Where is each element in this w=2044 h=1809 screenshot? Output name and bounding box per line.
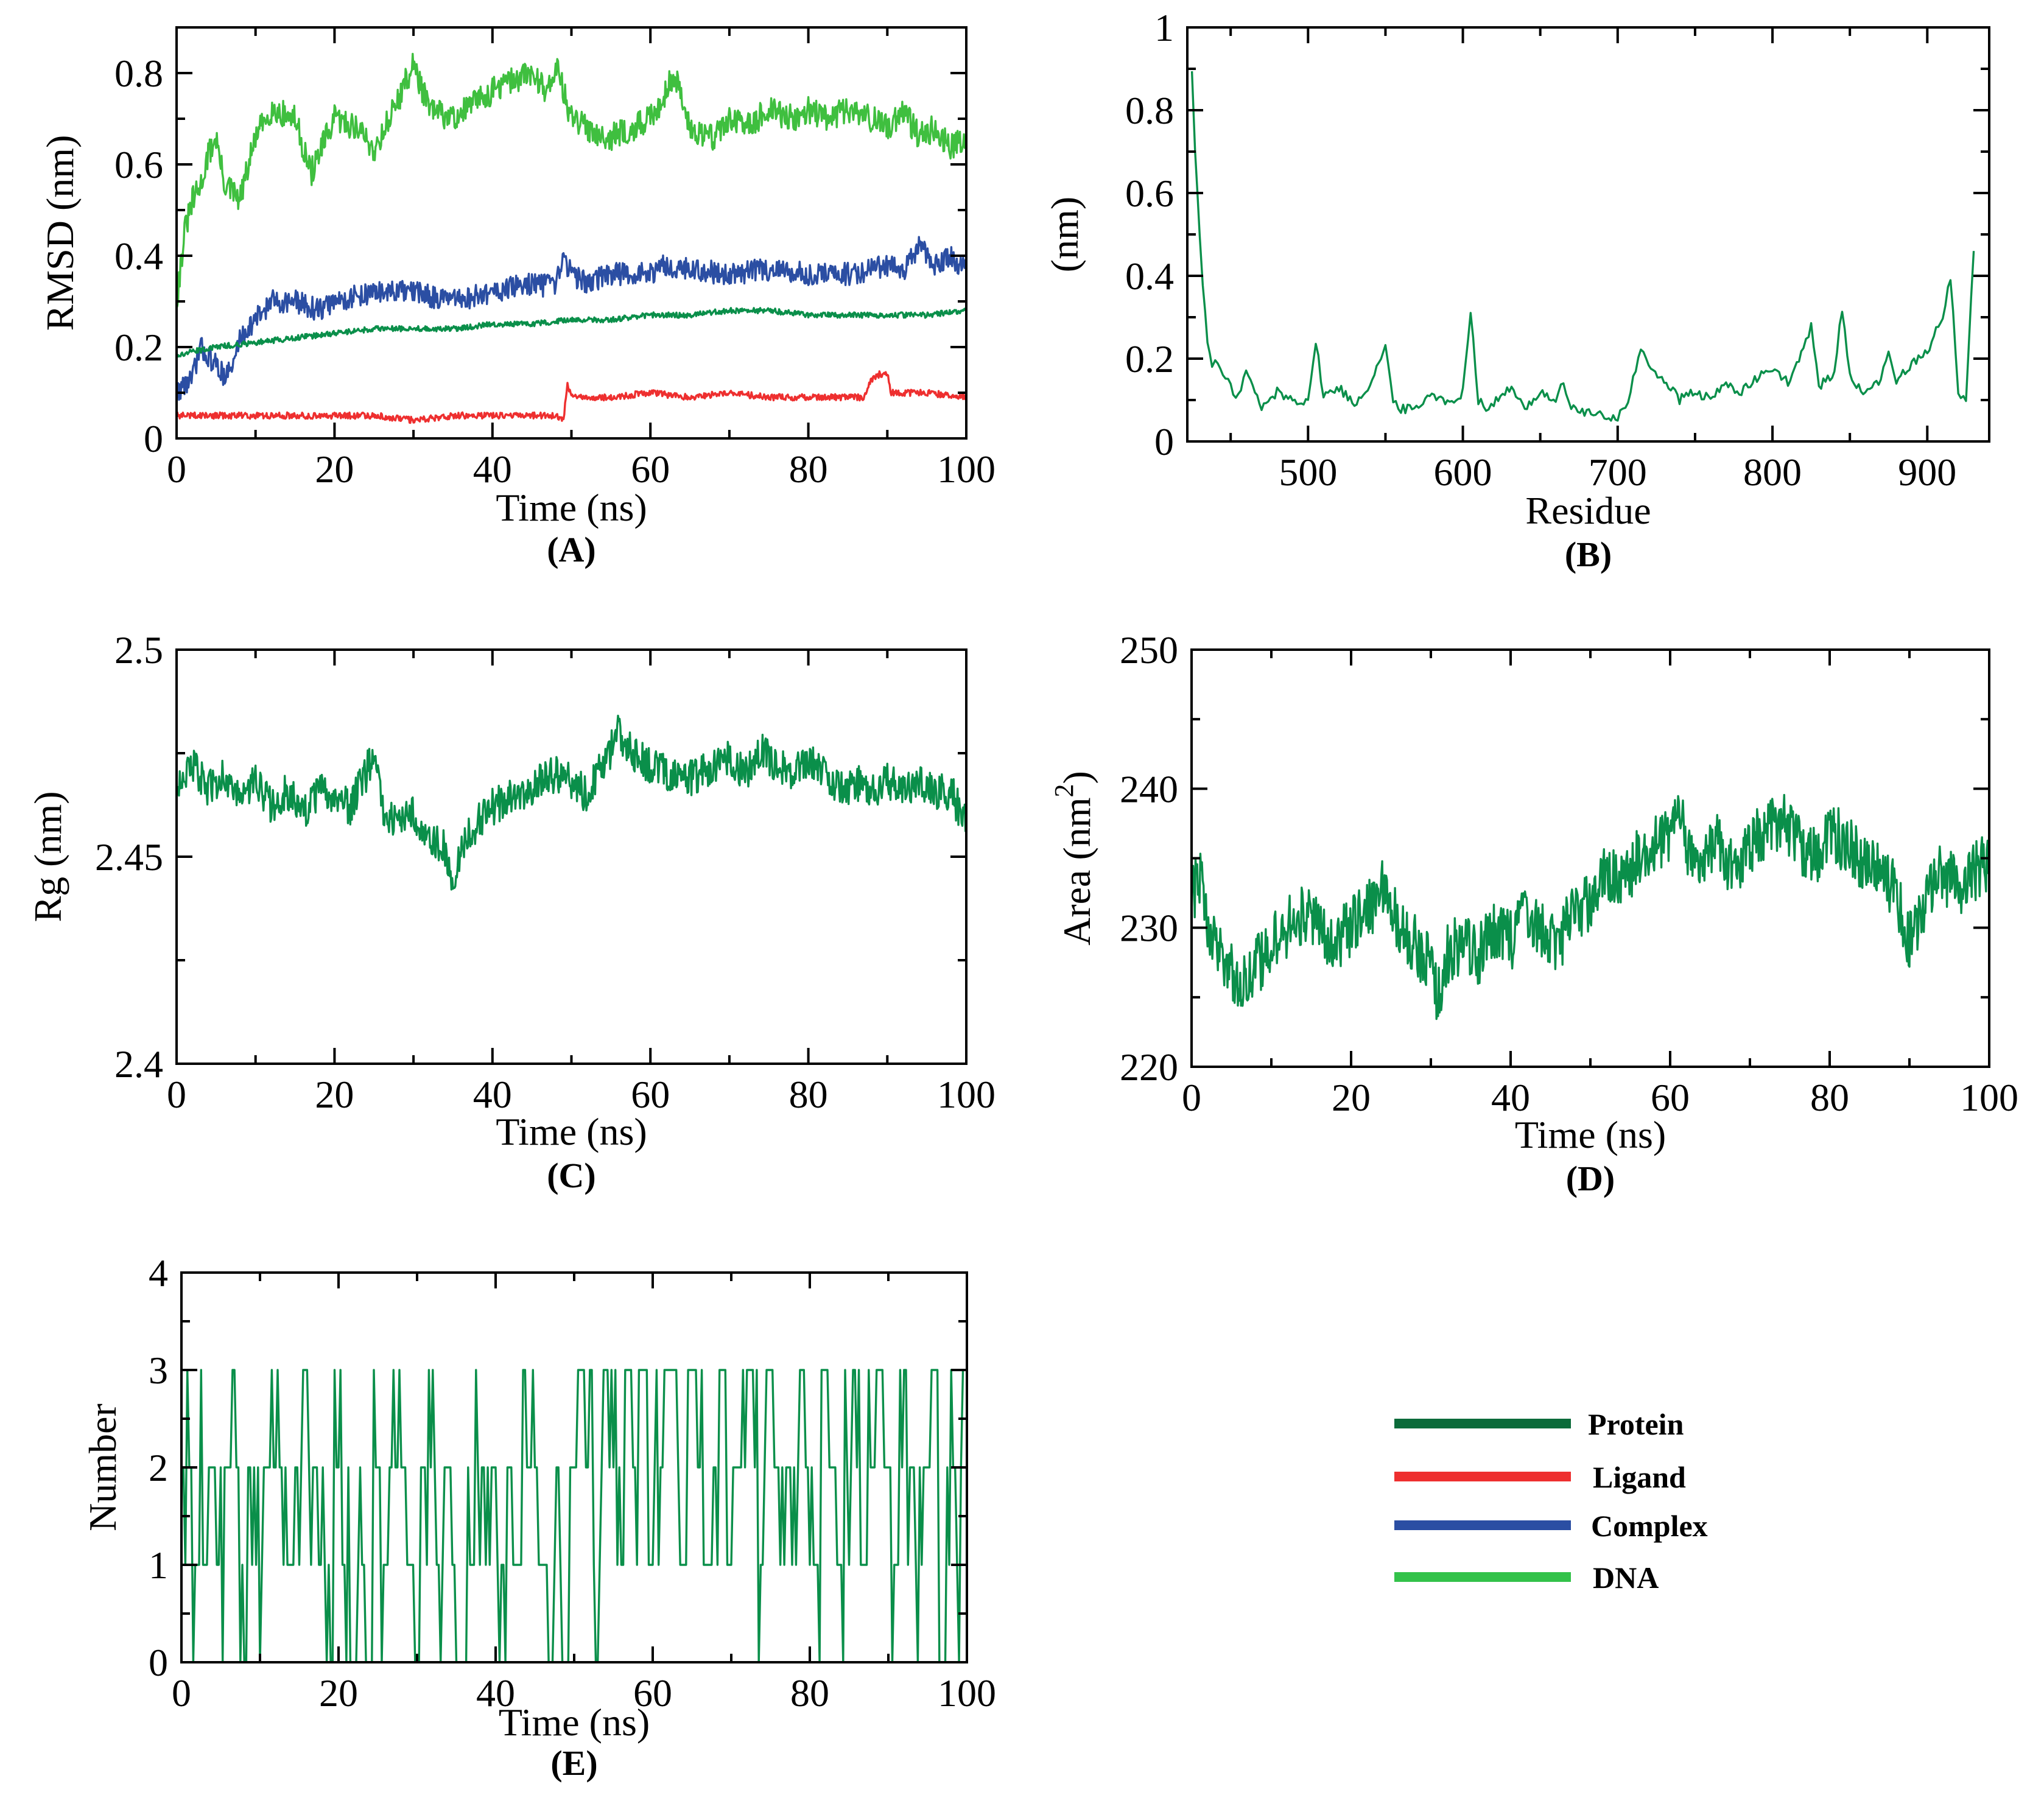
y-tick-label: 0.8 (114, 52, 163, 95)
y-tick-label: 0.4 (114, 234, 163, 278)
x-tick-label: 0 (167, 448, 186, 491)
x-axis-label: Residue (1525, 489, 1651, 532)
y-tick-label: 2.5 (114, 628, 163, 672)
y-tick-label: 0.2 (1125, 337, 1174, 381)
panel-b: 500 600 700 800 900 0 0.2 0.4 0.6 0.8 1 Residue (nm)… (1043, 6, 1990, 574)
y-tick-label: 0.6 (1125, 172, 1174, 215)
series-ligand-a (177, 370, 966, 424)
x-tick-label: 80 (789, 1073, 828, 1116)
panel-a: 0 20 40 60 80 100 0 0.2 0.4 0.6 0.8 Time (ns) RMSD (… (38, 26, 996, 569)
x-tick-label: 0 (167, 1073, 186, 1116)
x-tick-label: 40 (473, 1073, 512, 1116)
y-tick-label: 0.2 (114, 326, 163, 369)
y-tick-label: 4 (149, 1251, 168, 1294)
x-axis-label: Time (ns) (1515, 1113, 1666, 1156)
series-dna-a (177, 52, 966, 309)
series-protein-a (177, 307, 966, 359)
panel-c: 0 20 40 60 80 100 2.4 2.45 2.5 Time (ns) Rg (nm) (C… (26, 628, 996, 1195)
y-tick-label: 220 (1120, 1045, 1178, 1089)
x-tick-label: 80 (790, 1671, 829, 1715)
legend-label-dna: DNA (1593, 1561, 1659, 1595)
x-tick-label: 80 (789, 448, 828, 491)
y-axis-label: Area (nm2) (1049, 771, 1098, 946)
x-tick-label: 100 (937, 1073, 996, 1116)
panel-label-b: (B) (1565, 535, 1612, 574)
x-tick-label: 60 (631, 1073, 670, 1116)
series-protein-c (177, 714, 966, 891)
x-tick-label: 100 (937, 448, 996, 491)
x-tick-label: 20 (315, 1073, 354, 1116)
x-tick-label: 800 (1743, 451, 1802, 494)
panel-label-d: (D) (1566, 1159, 1615, 1198)
legend-label-protein: Protein (1588, 1407, 1684, 1441)
x-tick-label: 20 (319, 1671, 358, 1715)
legend: Protein Ligand Complex DNA (1394, 1407, 1708, 1595)
x-tick-label: 600 (1434, 451, 1492, 494)
legend-label-ligand: Ligand (1593, 1460, 1686, 1494)
x-tick-label: 500 (1279, 451, 1337, 494)
panel-label-a: (A) (547, 530, 596, 569)
series-complex-a (177, 236, 966, 401)
x-tick-label: 20 (1332, 1076, 1371, 1119)
legend-label-complex: Complex (1591, 1509, 1708, 1543)
panel-d: 0 20 40 60 80 100 220 230 240 250 Time (ns) Area (n… (1049, 628, 2018, 1198)
x-tick-label: 100 (938, 1671, 996, 1715)
y-tick-label: 1 (149, 1544, 168, 1587)
x-axis-label: Time (ns) (496, 1110, 647, 1153)
x-axis-label: Time (ns) (496, 486, 647, 529)
y-tick-label: 250 (1120, 628, 1178, 672)
y-tick-label: 230 (1120, 907, 1178, 950)
plot-frame-b (1186, 26, 1990, 443)
y-axis-label: Rg (nm) (26, 791, 69, 922)
y-tick-label: 1 (1154, 6, 1174, 49)
x-tick-label: 60 (1651, 1076, 1690, 1119)
y-tick-label: 3 (149, 1349, 168, 1392)
plot-frame-c (175, 648, 968, 1065)
x-tick-label: 900 (1898, 451, 1956, 494)
x-axis-label: Time (ns) (499, 1701, 650, 1744)
panel-e: 0 20 40 60 80 100 0 1 2 3 4 Time (ns) Number (E) (81, 1251, 996, 1783)
x-tick-label: 60 (633, 1671, 672, 1715)
y-tick-label: 2 (149, 1446, 168, 1489)
y-axis-label: RMSD (nm) (38, 135, 82, 331)
x-tick-label: 40 (473, 448, 512, 491)
y-axis-label: (nm) (1043, 197, 1086, 272)
y-tick-label: 0.8 (1125, 89, 1174, 132)
x-tick-label: 700 (1589, 451, 1647, 494)
series-protein-e (181, 1369, 967, 1662)
x-tick-label: 60 (631, 448, 670, 491)
series-protein-d (1192, 793, 1989, 1020)
panel-label-e: (E) (550, 1743, 597, 1783)
y-tick-label: 2.45 (95, 835, 163, 879)
x-tick-label: 40 (476, 1671, 515, 1715)
x-tick-label: 40 (1491, 1076, 1530, 1119)
y-axis-label-superscript: 2 (1049, 784, 1079, 797)
x-tick-label: 0 (1182, 1076, 1201, 1119)
panel-label-c: (C) (547, 1156, 596, 1195)
x-tick-label: 80 (1810, 1076, 1849, 1119)
y-tick-label: 0 (149, 1641, 168, 1684)
y-tick-label: 2.4 (114, 1042, 163, 1086)
x-tick-label: 0 (172, 1671, 191, 1715)
plot-frame-a (175, 26, 968, 440)
y-tick-label: 0 (144, 417, 163, 460)
x-tick-label: 20 (315, 448, 354, 491)
y-tick-label: 0.6 (114, 143, 163, 186)
y-axis-label: Number (81, 1403, 124, 1531)
y-tick-label: 0.4 (1125, 255, 1174, 298)
x-tick-label: 100 (1960, 1076, 2018, 1119)
y-axis-label-end: ) (1055, 771, 1098, 784)
series-protein-b (1190, 71, 1975, 422)
y-tick-label: 0 (1154, 420, 1174, 463)
y-tick-label: 240 (1120, 767, 1178, 810)
